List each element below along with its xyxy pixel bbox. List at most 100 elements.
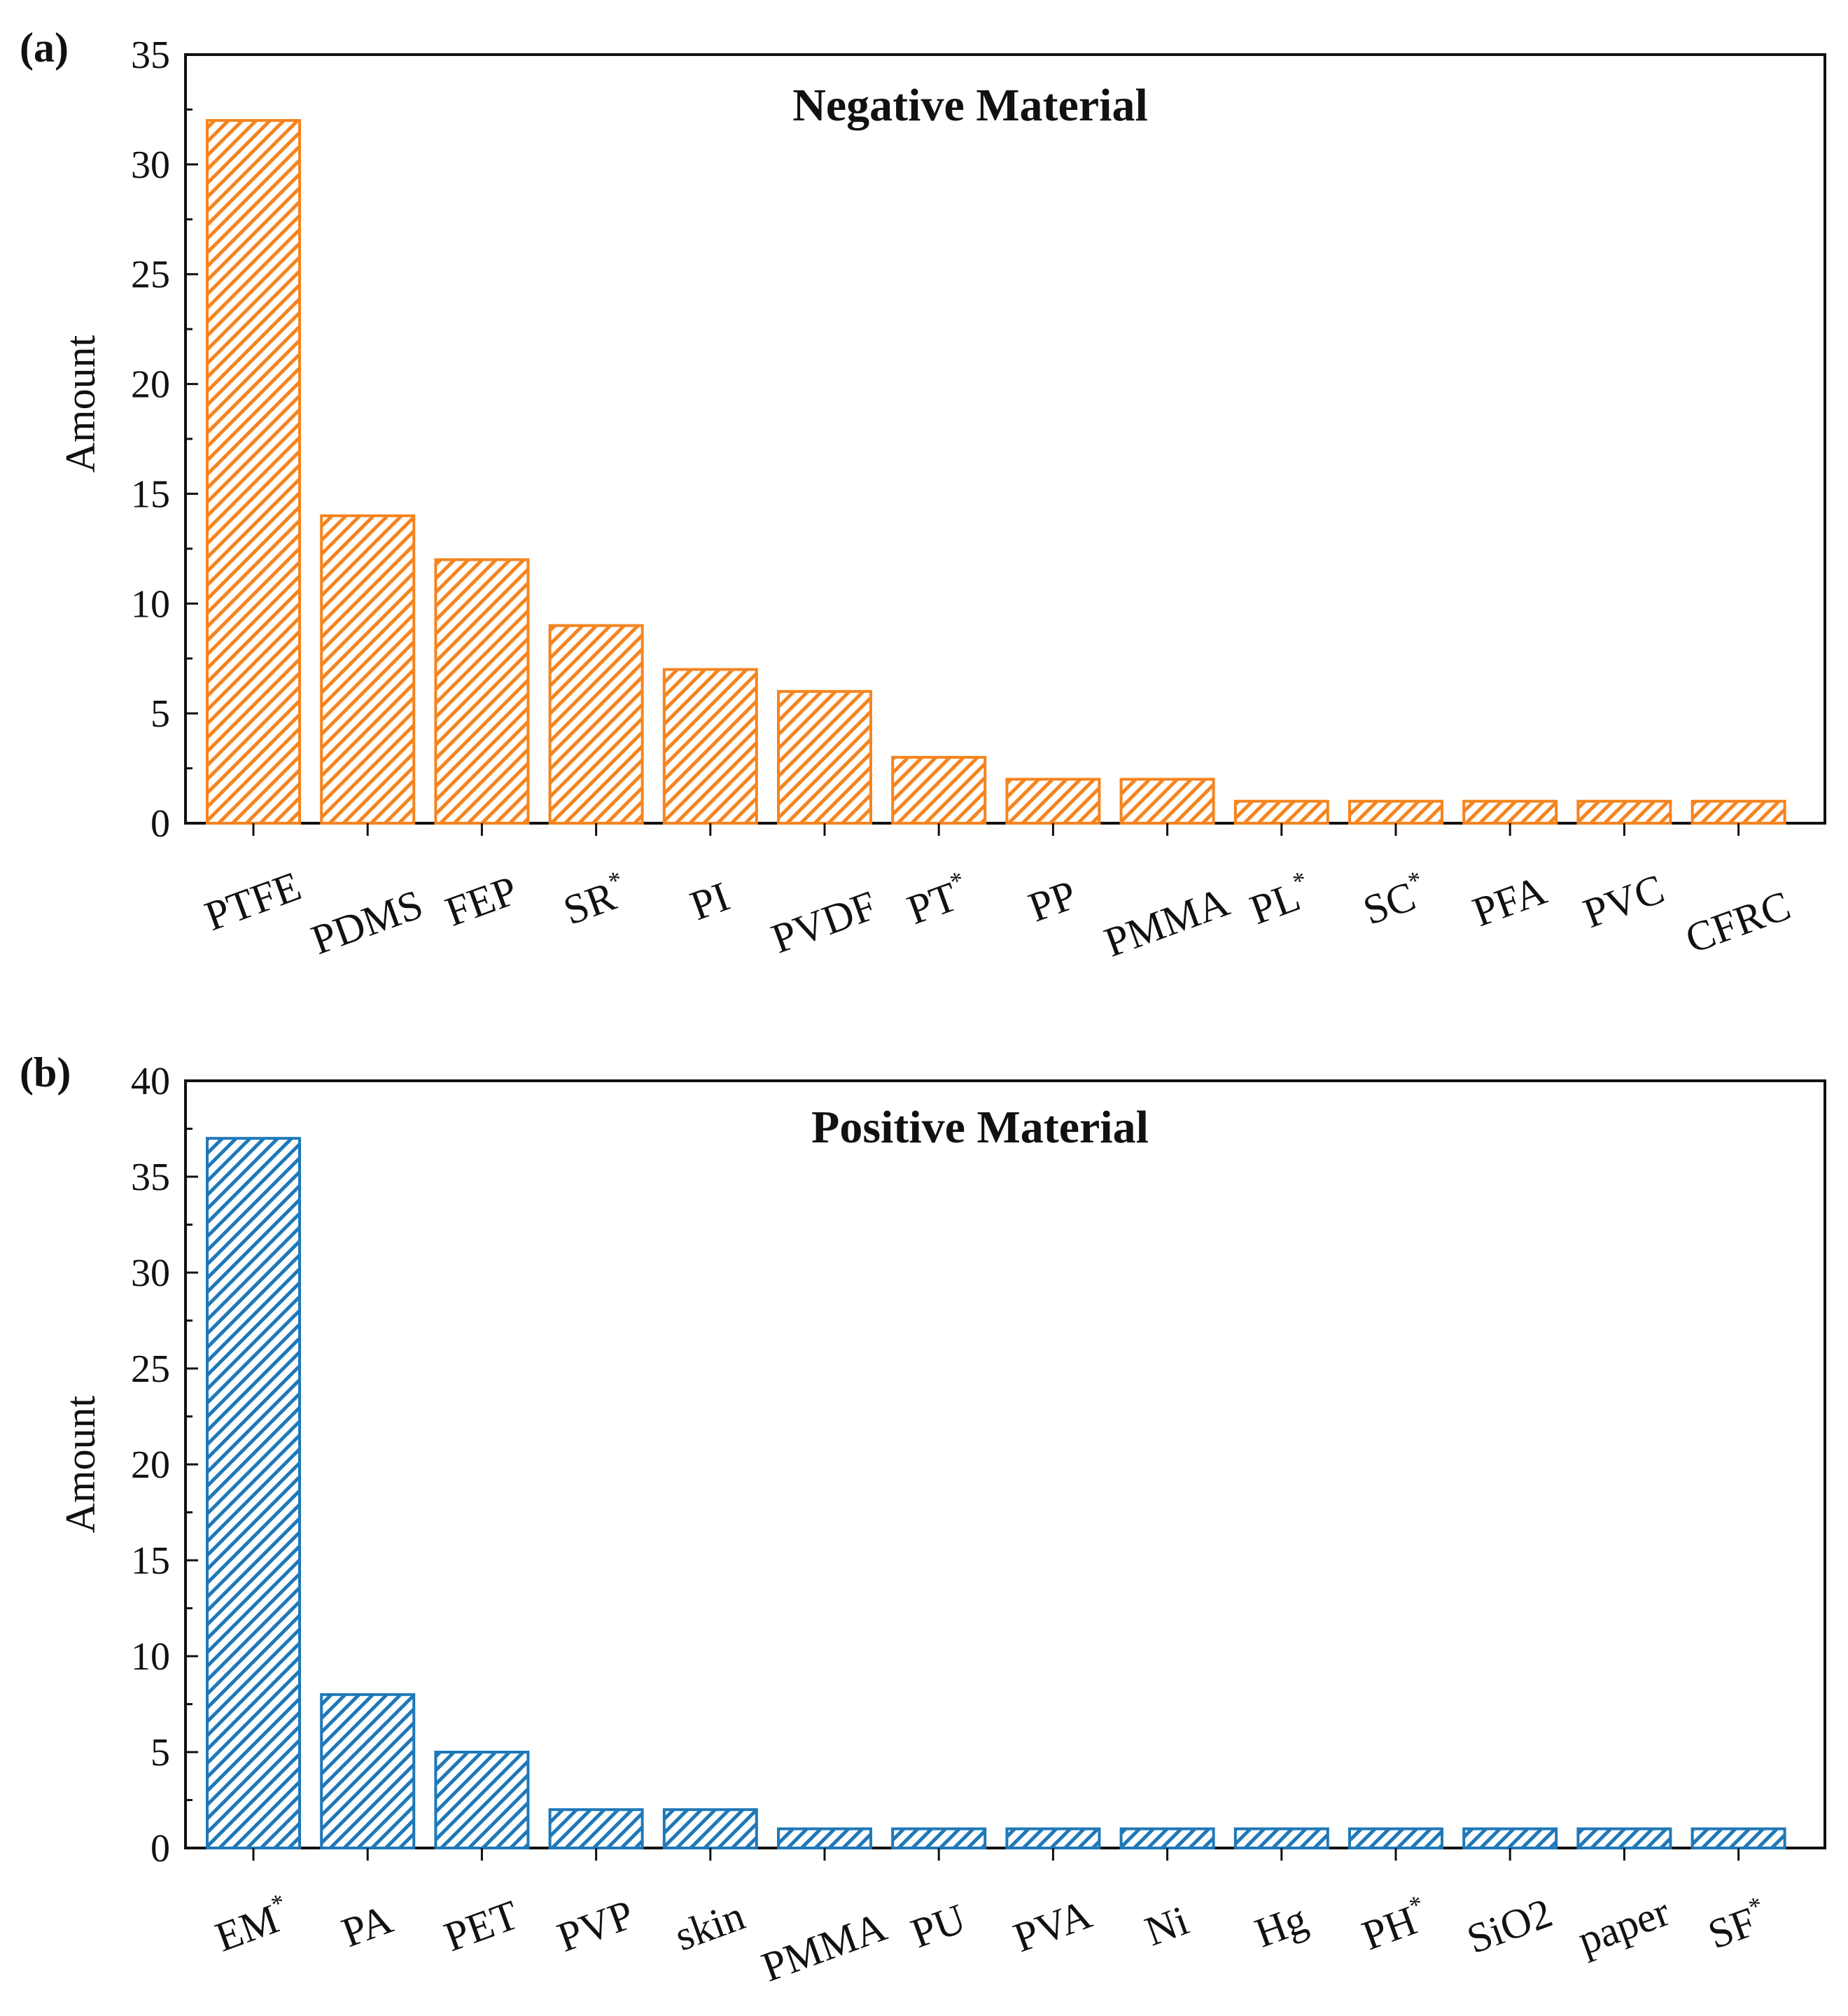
- x-tick-label: SR*: [556, 865, 634, 934]
- category-name: PVDF: [766, 882, 883, 962]
- x-tick-label: PH*: [1355, 1889, 1434, 1959]
- x-tick-label: PP: [1023, 872, 1082, 931]
- category-name: PVP: [552, 1891, 640, 1961]
- x-tick-label: EM*: [208, 1888, 296, 1961]
- chart-title: Positive Material: [811, 1102, 1149, 1153]
- category-name: FEP: [440, 867, 524, 935]
- y-tick-label: 15: [131, 472, 170, 516]
- x-tick-label: PI: [685, 873, 736, 929]
- category-name: PVA: [1008, 1891, 1098, 1961]
- bar-em: [206, 1137, 301, 1849]
- x-tick-label: SF*: [1701, 1891, 1774, 1958]
- x-axis-ticks: [252, 823, 1740, 836]
- y-tick-label: 35: [131, 1156, 170, 1199]
- x-tick-label: SC*: [1356, 865, 1433, 934]
- category-name: PP: [1023, 872, 1082, 931]
- bar-ph: [1348, 1827, 1443, 1850]
- y-tick-label: 30: [131, 1252, 170, 1295]
- x-tick-label: PMMA: [756, 1903, 892, 1991]
- y-tick-label: 10: [131, 1635, 170, 1679]
- chart-title: Negative Material: [792, 80, 1148, 131]
- panel-label: (a): [20, 24, 69, 71]
- y-tick-label: 0: [150, 1827, 170, 1870]
- x-axis-ticks: [252, 1848, 1740, 1861]
- category-name: CFRC: [1679, 882, 1796, 962]
- x-tick-label: FEP: [440, 867, 524, 935]
- bar-sc: [1348, 799, 1443, 825]
- category-name: PTFE: [199, 862, 307, 939]
- y-tick-label: 25: [131, 253, 170, 297]
- bar-skin: [662, 1808, 758, 1849]
- bar-pfa: [1462, 799, 1558, 825]
- category-name: PET: [438, 1891, 524, 1961]
- category-name: Ni: [1139, 1897, 1194, 1955]
- y-tick-label: 5: [150, 692, 170, 736]
- plot-frame: [184, 1079, 1826, 1849]
- x-tick-label: PL*: [1243, 865, 1318, 933]
- category-name: PA: [336, 1896, 398, 1956]
- x-tick-label: PVA: [1008, 1891, 1098, 1961]
- bar-pvp: [548, 1808, 644, 1849]
- bar-paper: [1576, 1827, 1672, 1850]
- bar-ni: [1119, 1827, 1215, 1850]
- bar-group: [206, 1137, 1786, 1850]
- bar-pva: [1005, 1827, 1101, 1850]
- bar-pl: [1233, 799, 1329, 825]
- y-tick-label: 30: [131, 144, 170, 187]
- bar-group: [206, 119, 1786, 825]
- x-tick-label: PVDF: [766, 882, 883, 962]
- y-tick-label: 5: [150, 1731, 170, 1774]
- panel-label: (b): [20, 1049, 71, 1096]
- chart-panel-a: (a) Negative Material Amount 0 5 10 15 20 25 3…: [20, 24, 1826, 966]
- x-tick-label: PT*: [900, 865, 975, 933]
- y-tick-label: 40: [131, 1060, 170, 1103]
- x-tick-label: SiO2: [1461, 1889, 1558, 1962]
- y-axis: 0 5 10 15 20 25 30 35: [131, 34, 198, 846]
- x-tick-label: PVP: [552, 1891, 640, 1961]
- bar-pdms: [320, 514, 416, 825]
- bar-ptfe: [206, 119, 301, 825]
- x-tick-label: paper: [1572, 1888, 1676, 1963]
- bar-pi: [662, 668, 758, 825]
- bar-pa: [320, 1693, 416, 1850]
- y-tick-label: 35: [131, 34, 170, 77]
- x-tick-label: CFRC: [1679, 882, 1796, 962]
- bar-hg: [1233, 1827, 1329, 1850]
- x-tick-label: PTFE: [199, 862, 307, 939]
- bar-sr: [548, 624, 644, 825]
- category-name: PU: [905, 1895, 972, 1956]
- x-tick-label: PVC: [1577, 865, 1670, 937]
- x-tick-label: PU: [905, 1895, 972, 1956]
- x-tick-label: Ni: [1139, 1897, 1194, 1955]
- category-name: paper: [1572, 1888, 1676, 1963]
- x-tick-label: PFA: [1466, 867, 1552, 935]
- x-tick-label: PDMS: [305, 881, 428, 963]
- x-tick-label: PET: [438, 1891, 524, 1961]
- chart-panel-b: (b) Positive Material Amount 0 5 10 15 20 25 3…: [20, 1049, 1826, 1991]
- bar-pt: [891, 755, 987, 825]
- bar-pp: [1005, 778, 1101, 825]
- y-tick-label: 10: [131, 582, 170, 626]
- bar-pvc: [1576, 799, 1672, 825]
- y-tick-label: 25: [131, 1348, 170, 1391]
- bar-pu: [891, 1827, 987, 1850]
- x-tick-label: PMMA: [1098, 878, 1235, 966]
- category-name: Hg: [1249, 1896, 1312, 1956]
- category-name: PMMA: [756, 1903, 892, 1991]
- category-name: PMMA: [1098, 878, 1235, 966]
- y-tick-label: 20: [131, 363, 170, 407]
- x-tick-label: PA: [336, 1896, 398, 1956]
- bar-pvdf: [777, 690, 872, 825]
- y-tick-label: 15: [131, 1539, 170, 1583]
- bar-sio2: [1462, 1827, 1558, 1850]
- x-tick-label: Hg: [1249, 1896, 1312, 1956]
- category-name: PFA: [1466, 867, 1552, 935]
- category-name: skin: [669, 1892, 751, 1959]
- y-axis: 0 5 10 15 20 25 30 35 40: [131, 1060, 198, 1870]
- y-tick-label: 20: [131, 1443, 170, 1487]
- bar-pet: [434, 1751, 530, 1849]
- plot-frame: [184, 53, 1826, 825]
- y-axis-title: Amount: [57, 1395, 104, 1533]
